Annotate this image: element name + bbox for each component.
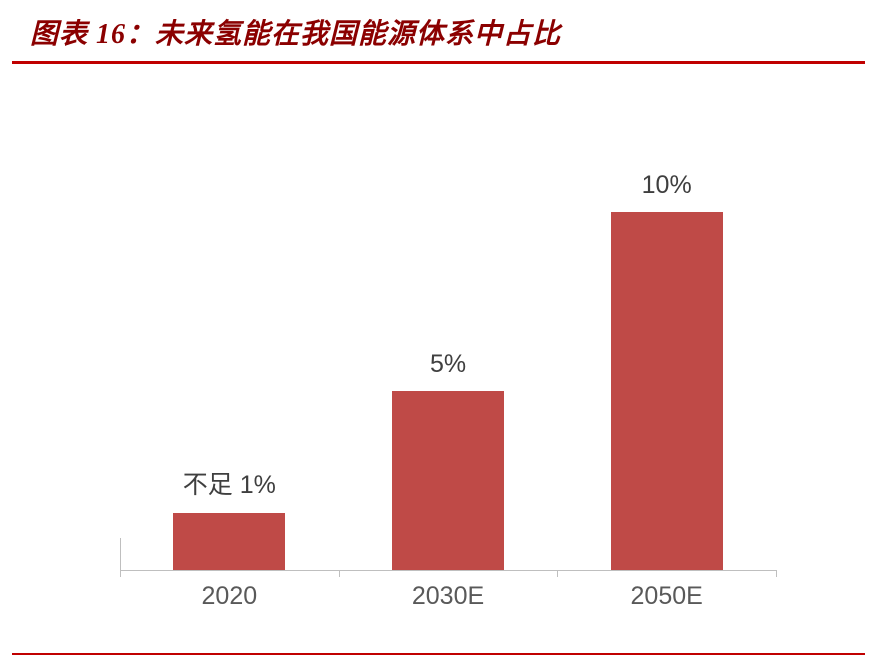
x-axis-tick — [120, 570, 121, 577]
x-axis-line — [120, 570, 777, 571]
bar-value-label: 5% — [429, 350, 467, 378]
x-axis-tick-label: 2030E — [411, 582, 485, 610]
figure-title: 图表 16：未来氢能在我国能源体系中占比 — [30, 19, 562, 50]
y-axis-line — [120, 538, 121, 571]
x-axis-labels: 2020 2030E 2050E — [120, 582, 776, 611]
x-axis-tick-label: 2050E — [630, 582, 703, 610]
bar-group: 不足 1% — [120, 140, 339, 570]
x-axis-tick-label: 2020 — [201, 582, 258, 610]
header-rule — [12, 61, 865, 64]
bar — [173, 513, 286, 570]
footer-rule — [12, 653, 865, 655]
bar-group: 10% — [557, 140, 776, 570]
bar — [392, 391, 504, 570]
bar — [610, 212, 723, 570]
x-axis-tick — [557, 570, 558, 577]
x-axis-tick — [339, 570, 340, 577]
bar-group: 5% — [339, 140, 558, 570]
bar-value-label: 10% — [641, 171, 692, 199]
plot-area: 不足 1% 5% 10% — [120, 140, 776, 570]
x-axis-tick — [776, 570, 777, 577]
bar-value-label: 不足 1% — [182, 471, 276, 499]
